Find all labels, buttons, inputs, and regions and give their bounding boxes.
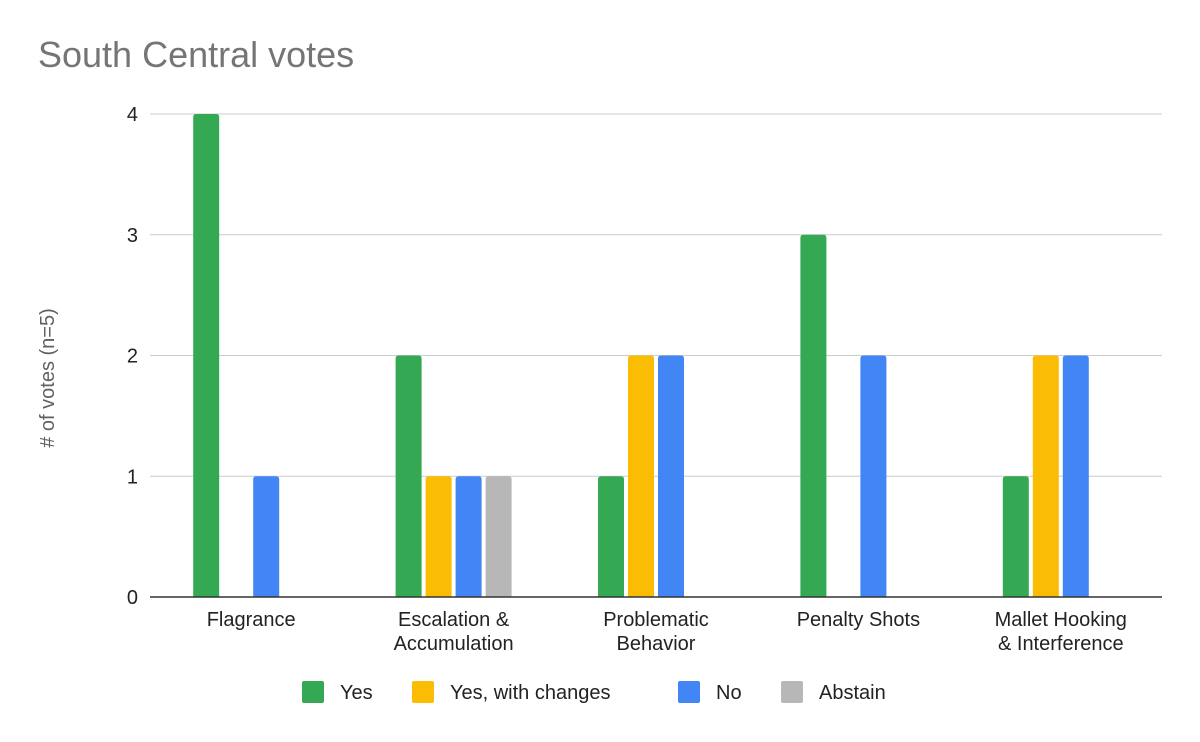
y-axis-ticks: 0 1 2 3 4 — [127, 104, 138, 609]
x-category-label: Mallet Hooking — [995, 609, 1127, 631]
legend-label: Yes — [340, 682, 373, 704]
x-category-label: & Interference — [998, 633, 1124, 655]
y-tick-label: 4 — [127, 104, 138, 126]
bar-yes-with-changes-2 — [628, 355, 654, 597]
x-category-label: Flagrance — [207, 609, 296, 631]
bar-no-1 — [455, 476, 482, 597]
bar-no-2 — [658, 355, 684, 597]
bar-no-4 — [1062, 355, 1089, 597]
x-category-label: Accumulation — [394, 633, 514, 655]
legend: Yes Yes, with changes No Abstain — [302, 681, 886, 704]
x-category-label: Escalation & — [398, 609, 510, 631]
legend-swatch — [412, 681, 434, 703]
legend-swatch — [678, 681, 700, 703]
bar-abstain-1 — [485, 476, 512, 597]
bars — [193, 114, 1089, 597]
bar-yes-3 — [800, 234, 827, 597]
bar-yes-4 — [1002, 476, 1029, 597]
x-category-label: Penalty Shots — [797, 609, 920, 631]
y-tick-label: 2 — [127, 346, 138, 368]
legend-label: Yes, with changes — [450, 682, 610, 704]
legend-label: Abstain — [819, 682, 886, 704]
chart-title: South Central votes — [38, 34, 354, 75]
bar-no-0 — [253, 476, 280, 597]
x-category-label: Problematic — [603, 609, 709, 631]
x-category-label: Behavior — [617, 633, 696, 655]
y-tick-label: 3 — [127, 225, 138, 247]
bar-yes-1 — [395, 355, 422, 597]
bar-yes-with-changes-1 — [425, 476, 452, 597]
y-axis-label: # of votes (n=5) — [37, 308, 59, 448]
legend-swatch — [781, 681, 803, 703]
y-tick-label: 1 — [127, 466, 138, 488]
bar-yes-with-changes-4 — [1032, 355, 1059, 597]
bar-no-3 — [860, 355, 887, 597]
bar-yes-0 — [193, 114, 220, 597]
y-tick-label: 0 — [127, 587, 138, 609]
x-axis-categories: Flagrance Escalation &Accumulation Problem… — [207, 609, 1127, 655]
gridlines — [150, 113, 1162, 477]
legend-label: No — [716, 682, 742, 704]
legend-swatch — [302, 681, 324, 703]
bar-yes-2 — [598, 476, 624, 597]
